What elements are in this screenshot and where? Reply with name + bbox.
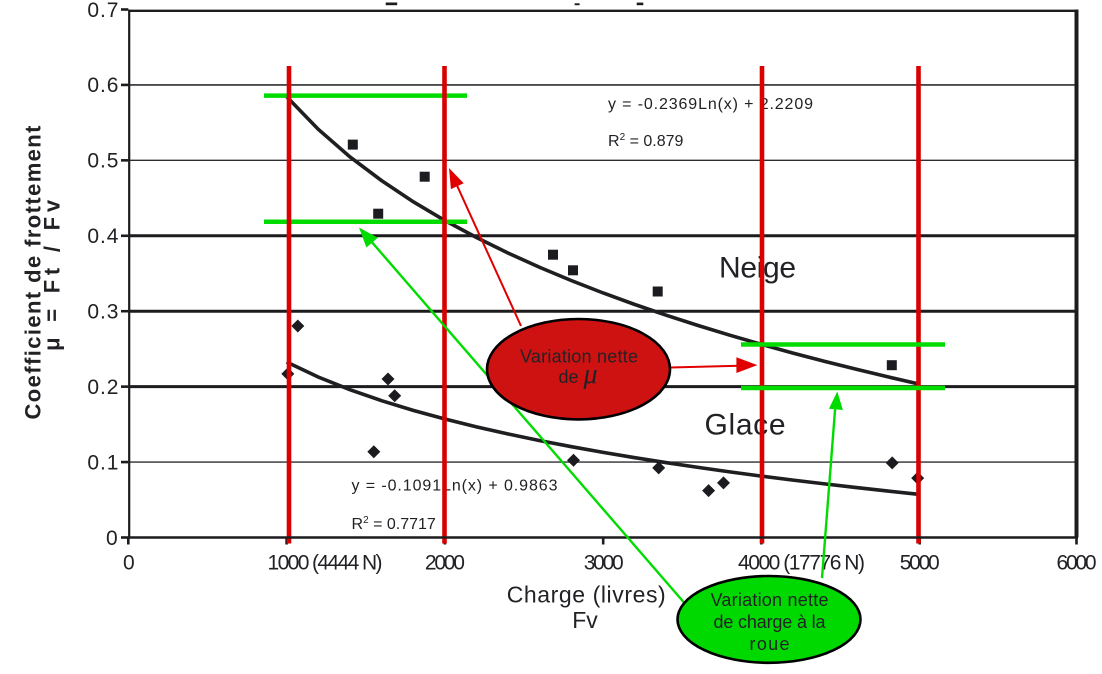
svg-text:5000: 5000 [900,552,940,575]
svg-text:0.1: 0.1 [87,451,118,474]
svg-text:Variation nette: Variation nette [520,347,638,367]
svg-text:Charge (livres): Charge (livres) [507,582,666,608]
svg-text:4000 (17776 N): 4000 (17776 N) [738,552,865,575]
svg-text:0.4: 0.4 [87,225,118,248]
svg-text:3000: 3000 [584,552,624,575]
svg-text:0.6: 0.6 [87,74,118,97]
svg-text:de charge à la: de charge à la [714,612,827,632]
svg-text:R2 = 0.7717: R2 = 0.7717 [352,515,436,533]
svg-text:0.3: 0.3 [87,301,118,324]
svg-text:roue: roue [750,634,790,654]
svg-text:y = -0.1091Ln(x) + 0.9863: y = -0.1091Ln(x) + 0.9863 [352,478,558,495]
svg-text:μ = Ft / Fv: μ = Ft / Fv [40,199,65,351]
svg-text:0: 0 [106,527,118,550]
svg-text:Glace: Glace [705,409,786,442]
svg-text:0.7: 0.7 [87,0,118,22]
svg-text:1000 (4444 N): 1000 (4444 N) [268,552,383,575]
svg-text:Coefficient de frottement: Coefficient de frottement [21,125,46,420]
svg-text:6000: 6000 [1057,552,1097,575]
svg-text:Variation nette: Variation nette [711,590,829,610]
svg-text:R2 = 0.879: R2 = 0.879 [608,132,684,150]
svg-text:Fv: Fv [572,607,598,633]
svg-text:0.2: 0.2 [87,376,118,399]
svg-text:0: 0 [123,552,135,575]
svg-text:0.5: 0.5 [87,150,118,173]
svg-text:y = -0.2369Ln(x) + 2.2209: y = -0.2369Ln(x) + 2.2209 [608,96,813,113]
svg-text:Neige: Neige [719,251,796,284]
svg-text:2000: 2000 [425,552,465,575]
